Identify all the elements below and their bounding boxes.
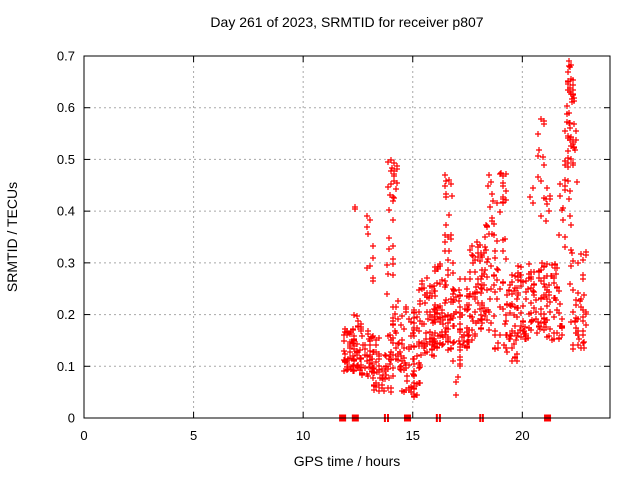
svg-text:5: 5 xyxy=(190,428,197,443)
svg-text:0.3: 0.3 xyxy=(57,255,75,270)
svg-text:0: 0 xyxy=(68,411,75,426)
svg-text:0.7: 0.7 xyxy=(57,49,75,64)
svg-text:0.2: 0.2 xyxy=(57,307,75,322)
data-points xyxy=(341,58,589,400)
svg-text:0.1: 0.1 xyxy=(57,359,75,374)
svg-text:0.4: 0.4 xyxy=(57,204,75,219)
svg-text:0.6: 0.6 xyxy=(57,100,75,115)
plot-border-and-ticks xyxy=(83,55,611,419)
svg-text:15: 15 xyxy=(406,428,420,443)
gridlines xyxy=(84,56,610,418)
svg-text:0: 0 xyxy=(80,428,87,443)
svg-text:10: 10 xyxy=(296,428,310,443)
svg-text:20: 20 xyxy=(515,428,529,443)
y-axis-label: SRMTID / TECUs xyxy=(4,182,20,292)
chart-title: Day 261 of 2023, SRMTID for receiver p80… xyxy=(210,14,483,30)
svg-text:0.5: 0.5 xyxy=(57,152,75,167)
x-axis-label: GPS time / hours xyxy=(294,453,401,469)
tick-labels: 0 5 10 15 20 0 0.1 0.2 0.3 0.4 0.5 0.6 0.7 xyxy=(57,49,530,444)
